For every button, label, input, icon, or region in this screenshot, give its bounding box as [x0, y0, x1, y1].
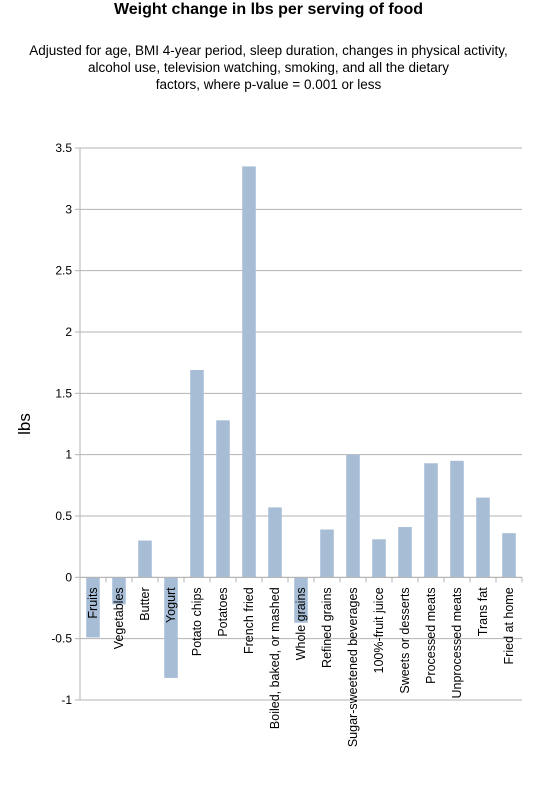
bar	[86, 577, 100, 638]
category-label: Fried at home	[502, 587, 516, 664]
y-axis-label: lbs	[15, 413, 34, 435]
bar	[112, 577, 126, 605]
bar	[372, 539, 386, 578]
bar	[216, 420, 230, 578]
bar	[242, 166, 256, 578]
category-label: Refined grains	[320, 587, 334, 668]
bar	[398, 527, 412, 578]
bar	[294, 577, 308, 623]
bar	[346, 454, 360, 578]
category-label: Potatoes	[216, 587, 230, 636]
category-label: Boiled, baked, or mashed	[268, 587, 282, 729]
y-tick-label: -0.5	[51, 632, 72, 646]
category-label: Yogurt	[164, 587, 178, 623]
category-label: Trans fat	[476, 587, 490, 636]
category-label: French fried	[242, 587, 256, 654]
bar	[268, 507, 282, 578]
category-label: Fruits	[86, 587, 100, 618]
category-label: 100%-fruit juice	[372, 587, 386, 673]
category-label: Sweets or desserts	[398, 587, 412, 693]
category-label: Vegetables	[112, 587, 126, 649]
category-label: Processed meats	[424, 587, 438, 684]
y-tick-label: 3	[65, 202, 72, 216]
bar	[424, 463, 438, 578]
category-label: Whole grains	[294, 587, 308, 660]
axes	[75, 147, 523, 701]
y-tick-label: 1	[65, 448, 72, 462]
bars	[86, 166, 516, 678]
y-tick-label: 0.5	[55, 509, 72, 523]
y-tick-label: 3.5	[55, 141, 72, 155]
category-label: Potato chips	[190, 587, 204, 656]
bar	[450, 460, 464, 578]
y-tick-label: 1.5	[55, 386, 72, 400]
labels: -1 -0.5 0 0.5 1 1.5 2 2.5 3 3.5 Fruits Vegetables Bu…	[15, 141, 516, 747]
subtitle-line-1: Adjusted for age, BMI 4-year period, sle…	[29, 43, 508, 58]
bar	[502, 533, 516, 578]
bar	[190, 370, 204, 578]
y-tick-label: -1	[61, 693, 72, 707]
category-label: Butter	[138, 587, 152, 620]
subtitle-line-2: alcohol use, television watching, smokin…	[88, 60, 449, 75]
bar	[476, 497, 490, 578]
chart-title: Weight change in lbs per serving of food	[113, 1, 424, 18]
bar	[320, 529, 334, 578]
y-tick-label: 0	[65, 570, 72, 584]
bar	[138, 540, 152, 578]
subtitle-line-3: factors, where p-value = 0.001 or less	[155, 77, 382, 92]
chart-subtitle: Adjusted for age, BMI 4-year period, sle…	[0, 42, 537, 93]
y-tick-label: 2	[65, 325, 72, 339]
bar	[164, 577, 178, 678]
category-label: Sugar-sweetened beverages	[346, 587, 360, 747]
category-label: Unprocessed meats	[450, 587, 464, 698]
y-tick-label: 2.5	[55, 264, 72, 278]
gridlines	[80, 147, 522, 701]
